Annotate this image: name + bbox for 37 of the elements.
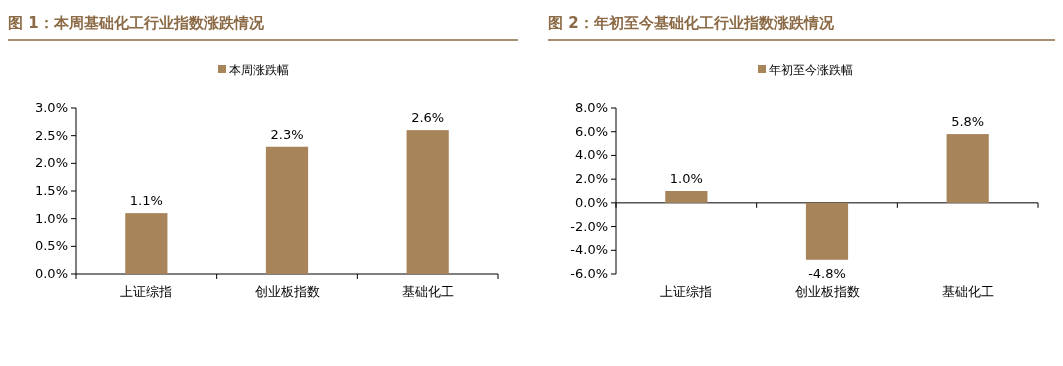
y-tick-label: 4.0% (574, 147, 608, 163)
chart-title: 图 1：本周基础化工行业指数涨跌情况 (8, 14, 265, 32)
y-tick-label: 0.5% (34, 238, 68, 254)
bar (805, 202, 849, 260)
y-tick-label: 2.5% (34, 127, 68, 143)
x-tick-label: 创业板指数 (254, 284, 320, 299)
bar (125, 213, 168, 274)
y-tick-label: 0.0% (34, 266, 68, 281)
y-tick-label: 3.0% (34, 100, 68, 115)
y-tick-label: 8.0% (574, 100, 608, 115)
x-tick-label: 上证综指 (660, 284, 713, 299)
y-tick-label: -4.0% (570, 242, 608, 258)
bar (406, 130, 449, 274)
x-tick-label: 创业板指数 (794, 284, 860, 299)
x-tick-label: 上证综指 (120, 284, 173, 299)
x-tick-label: 基础化工 (401, 284, 454, 299)
y-tick-label: 6.0% (574, 123, 608, 139)
legend-label: 本周涨跌幅 (229, 63, 289, 77)
y-tick-label: -6.0% (570, 266, 608, 281)
data-label: -4.8% (808, 265, 846, 281)
legend-label: 年初至今涨跌幅 (769, 63, 853, 77)
y-tick-label: -2.0% (570, 218, 608, 234)
x-tick-label: 基础化工 (941, 284, 994, 299)
y-tick-label: 2.0% (574, 171, 608, 187)
data-label: 1.0% (669, 171, 703, 186)
bar (265, 146, 309, 274)
data-label: 2.6% (411, 110, 445, 126)
data-label: 5.8% (951, 114, 985, 130)
chart-title: 图 2：年初至今基础化工行业指数涨跌情况 (548, 14, 835, 32)
y-tick-label: 1.0% (34, 210, 68, 226)
data-label: 2.3% (270, 126, 304, 142)
y-tick-label: 2.0% (34, 155, 68, 171)
data-label: 1.1% (129, 193, 163, 209)
y-tick-label: 1.5% (34, 183, 68, 198)
bar (665, 191, 708, 203)
bar (946, 134, 989, 203)
y-tick-label: 0.0% (574, 194, 608, 210)
